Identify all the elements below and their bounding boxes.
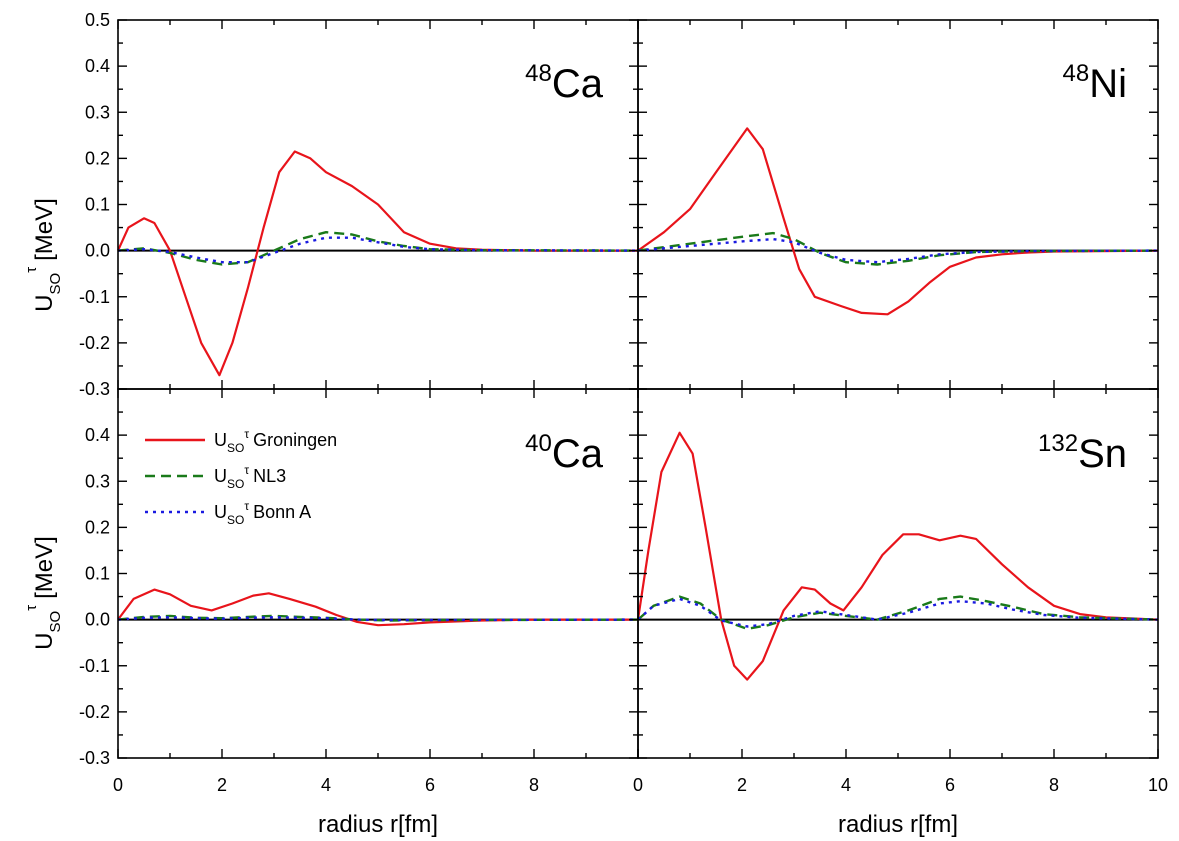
xtick-label: 6 [945,775,955,795]
labels-layer: -0.3 -0.2 -0.1 0.0 0.1 0.2 0.3 0.4 0.5 -0.3 -0.2 -0… [79,10,1168,795]
ytick-label-bottom: 0.4 [85,425,110,445]
series-line-ca48-groningen [116,150,638,377]
ytick-label-top: -0.1 [79,287,110,307]
ytick-label-top: -0.3 [79,379,110,399]
legend-label-bonn-a: USOτ Bonn A [214,499,311,527]
xtick-label: 4 [841,775,851,795]
xtick-label: 4 [321,775,331,795]
ytick-label-top: 0.5 [85,10,110,30]
ticks-layer [117,19,1159,759]
panel-label-ca48: 48Ca [525,60,604,106]
panel-label-sn132: 132Sn [1038,430,1127,476]
ytick-label-top: 0.0 [85,241,110,261]
ytick-label-top: 0.4 [85,56,110,76]
ytick-label-top: -0.2 [79,333,110,353]
ytick-label-top: 0.1 [85,195,110,215]
xtick-label: 8 [1049,775,1059,795]
series-line-ca48-nl3 [117,231,639,266]
series-line-ni48-groningen [637,127,1159,316]
legend-label-nl3: USOτ NL3 [214,463,286,491]
ytick-label-top: 0.3 [85,102,110,122]
xtick-label: 2 [737,775,747,795]
legend: USOτ Groningen USOτ NL3 USOτ Bonn A [145,427,337,527]
series-line-ca48-bonn-a [117,236,639,264]
series-line-ni48-nl3 [637,231,1159,266]
legend-label-groningen: USOτ Groningen [214,427,337,455]
y-axis-title-top: USOτ[MeV] [23,198,64,312]
xtick-label: 2 [217,775,227,795]
xtick-label: 8 [529,775,539,795]
panel-label-ni48: 48Ni [1063,60,1127,106]
xtick-label: 10 [1148,775,1168,795]
ytick-label-bottom: -0.2 [79,702,110,722]
ytick-label-top: 0.2 [85,148,110,168]
ytick-label-bottom: -0.3 [79,748,110,768]
curves-layer [116,127,1159,681]
x-axis-title-left: radius r[fm] [318,811,438,838]
series-line-ni48-bonn-a [637,237,1159,264]
series-line-sn132-groningen [636,431,1159,681]
series-line-ca40-nl3 [117,614,639,622]
series-line-sn132-nl3 [637,595,1159,631]
ytick-label-bottom: 0.0 [85,610,110,630]
ytick-label-bottom: 0.2 [85,517,110,537]
y-axis-title-bottom: USOτ[MeV] [23,536,64,650]
x-axis-title-right: radius r[fm] [838,811,958,838]
xtick-label: 6 [425,775,435,795]
panel-label-ca40: 40Ca [525,430,604,476]
series-line-sn132-bonn-a [637,597,1159,628]
xtick-label: 0 [113,775,123,795]
ytick-label-bottom: 0.3 [85,471,110,491]
xtick-label: 0 [633,775,643,795]
ytick-label-bottom: 0.1 [85,564,110,584]
ytick-label-bottom: -0.1 [79,656,110,676]
series-line-ca40-groningen [117,588,638,627]
